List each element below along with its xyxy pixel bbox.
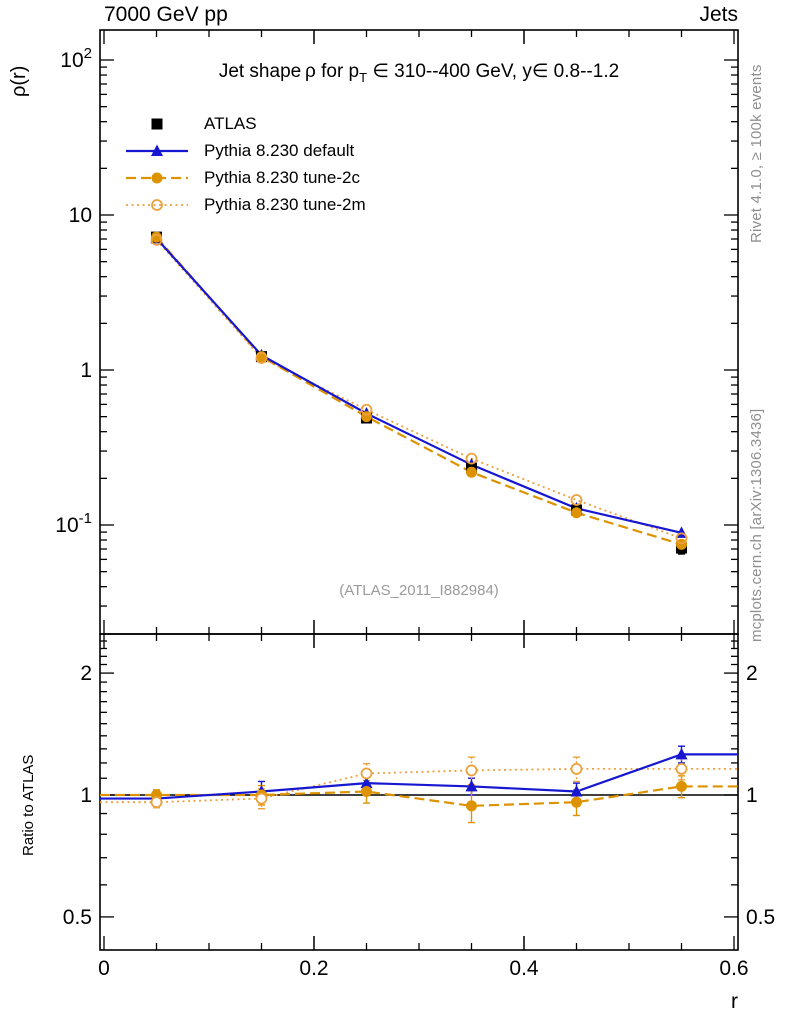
ratio-y-tick-label-right: 1 xyxy=(746,784,758,807)
legend-label-pythia-default: Pythia 8.230 default xyxy=(204,141,355,160)
panel-frames xyxy=(99,29,739,951)
x-tick-label: 0.4 xyxy=(509,957,539,980)
ratio-y-tick-label-right: 2 xyxy=(746,662,758,685)
pythia-2c-line-icon xyxy=(124,169,190,187)
legend-row-atlas: ATLAS xyxy=(124,114,366,133)
main-line-pythia-8-230-tune-2m xyxy=(155,239,682,540)
ratio-y-tick-label-left: 1 xyxy=(80,784,92,807)
ratio-line-pythia-8-230-default xyxy=(100,753,738,800)
main-y-tick-label: 10-1 xyxy=(55,510,92,537)
legend-row-pythia-2c: Pythia 8.230 tune-2c xyxy=(124,168,366,187)
ratio-y-tick-label-right: 0.5 xyxy=(746,906,775,929)
atlas-error-bars xyxy=(153,234,685,555)
ratio-y-tick-label-left: 0.5 xyxy=(63,906,92,929)
x-tick-label: 0 xyxy=(98,957,110,980)
plot-title: Jet shape ρ for pT ∈ 310--400 GeV, y∈ 0.… xyxy=(100,60,738,85)
legend-label-pythia-2m: Pythia 8.230 tune-2m xyxy=(204,195,366,214)
ratio-line-pythia-8-230-tune-2c xyxy=(100,785,738,807)
legend-row-pythia-default: Pythia 8.230 default xyxy=(124,141,366,160)
plot-title-sub: T xyxy=(359,69,368,85)
main-y-ticks: 102 10 1 10-1 xyxy=(55,45,738,607)
analysis-watermark: (ATLAS_2011_I882984) xyxy=(339,582,499,599)
process-label: Jets xyxy=(699,3,738,26)
ratio-markers xyxy=(150,747,688,812)
x-tick-label: 0.2 xyxy=(299,957,328,980)
x-axis-ticks: 0 0.2 0.4 0.6 xyxy=(98,30,749,980)
legend-row-pythia-2m: Pythia 8.230 tune-2m xyxy=(124,195,366,214)
ratio-y-tick-label-left: 2 xyxy=(80,662,92,685)
legend-label-pythia-2c: Pythia 8.230 tune-2c xyxy=(204,168,360,187)
main-y-tick-label: 102 xyxy=(60,45,92,72)
pythia-default-line-icon xyxy=(124,142,190,160)
x-axis-label: r xyxy=(731,990,738,1013)
plot-title-post: ∈ 310--400 GeV, y∈ 0.8--1.2 xyxy=(367,61,620,82)
pythia-2m-line-icon xyxy=(124,196,190,214)
main-y-tick-label: 1 xyxy=(80,359,92,382)
plot-title-pre: Jet shape ρ for p xyxy=(218,61,360,82)
atlas-marker-icon xyxy=(124,115,190,133)
beam-energy-label: 7000 GeV pp xyxy=(104,3,228,26)
main-line-pythia-8-230-default xyxy=(155,237,682,534)
legend: ATLAS Pythia 8.230 default Pythia 8.230 … xyxy=(124,114,366,214)
ratio-y-ticks: 2 2 1 1 0.5 0.5 xyxy=(63,640,775,929)
x-tick-label: 0.6 xyxy=(719,957,748,980)
ratio-line-pythia-8-230-tune-2m xyxy=(100,767,738,804)
main-markers xyxy=(150,231,688,554)
main-line-pythia-8-230-tune-2c xyxy=(155,236,682,546)
legend-label-atlas: ATLAS xyxy=(204,114,257,133)
main-y-tick-label: 10 xyxy=(69,204,92,227)
